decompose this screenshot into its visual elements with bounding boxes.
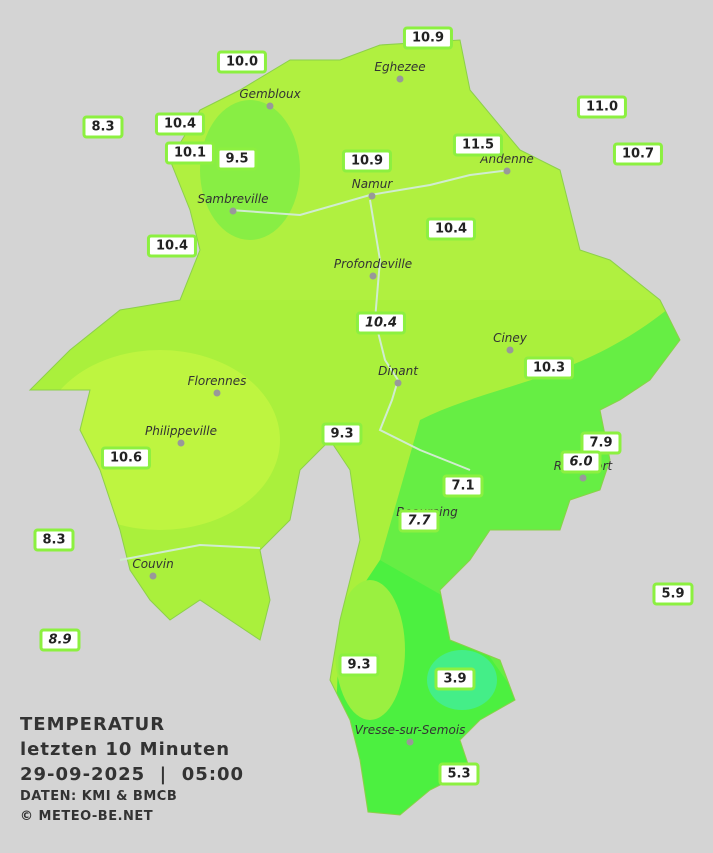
- source: DATEN: KMI & BMCB: [20, 789, 178, 804]
- place-dot: [266, 102, 274, 110]
- station-value: 10.9: [402, 26, 454, 50]
- station-value: 8.3: [33, 528, 75, 552]
- place-name: Philippeville: [145, 424, 217, 438]
- place-name: Eghezee: [374, 60, 426, 74]
- river: [119, 543, 261, 561]
- place-name: Vresse-sur-Semois: [354, 723, 466, 737]
- station-value: 11.5: [452, 133, 504, 157]
- timestamp: 29-09-2025 | 05:00: [20, 764, 245, 785]
- station-value: 5.9: [652, 582, 694, 606]
- station-value: 8.9: [39, 628, 81, 652]
- place-name: Sambreville: [197, 192, 269, 206]
- station-value: 10.1: [164, 141, 216, 165]
- station-value: 6.0: [560, 450, 602, 474]
- station-value: 8.3: [82, 115, 124, 139]
- place-name: Gembloux: [239, 87, 301, 101]
- place-dot: [579, 474, 587, 482]
- station-value: 11.0: [576, 95, 628, 119]
- station-value: 7.1: [442, 474, 484, 498]
- station-value: 5.3: [438, 762, 480, 786]
- place-dot: [406, 738, 414, 746]
- place-dot: [177, 439, 185, 447]
- station-value: 10.3: [523, 356, 575, 380]
- station-value: 9.3: [338, 653, 380, 677]
- place-dot: [229, 207, 237, 215]
- subtitle: letzten 10 Minuten: [20, 739, 231, 760]
- station-value: 7.7: [398, 509, 440, 533]
- place-dot: [368, 192, 376, 200]
- place-name: Dinant: [378, 364, 418, 378]
- station-value: 10.4: [355, 311, 407, 335]
- place-dot: [396, 75, 404, 83]
- river: [229, 169, 511, 217]
- station-value: 10.9: [341, 149, 393, 173]
- place-dot: [394, 379, 402, 387]
- station-value: 10.0: [216, 50, 268, 74]
- place-dot: [503, 167, 511, 175]
- station-value: 10.7: [612, 142, 664, 166]
- station-value: 10.4: [154, 112, 206, 136]
- place-dot: [149, 572, 157, 580]
- title: TEMPERATUR: [20, 714, 166, 735]
- place-name: Profondeville: [333, 257, 413, 271]
- station-value: 9.5: [216, 147, 258, 171]
- place-name: Ciney: [493, 331, 527, 345]
- place-dot: [369, 272, 377, 280]
- copyright: © METEO-BE.NET: [20, 809, 154, 824]
- station-value: 3.9: [434, 667, 476, 691]
- station-value: 10.6: [100, 446, 152, 470]
- place-name: Namur: [351, 177, 393, 191]
- place-dot: [506, 346, 514, 354]
- station-value: 9.3: [321, 422, 363, 446]
- place-name: Couvin: [132, 557, 174, 571]
- legend: TEMPERATUR letzten 10 Minuten 29-09-2025…: [20, 712, 244, 827]
- station-value: 10.4: [425, 217, 477, 241]
- station-value: 10.4: [146, 234, 198, 258]
- place-dot: [213, 389, 221, 397]
- place-name: Florennes: [187, 374, 247, 388]
